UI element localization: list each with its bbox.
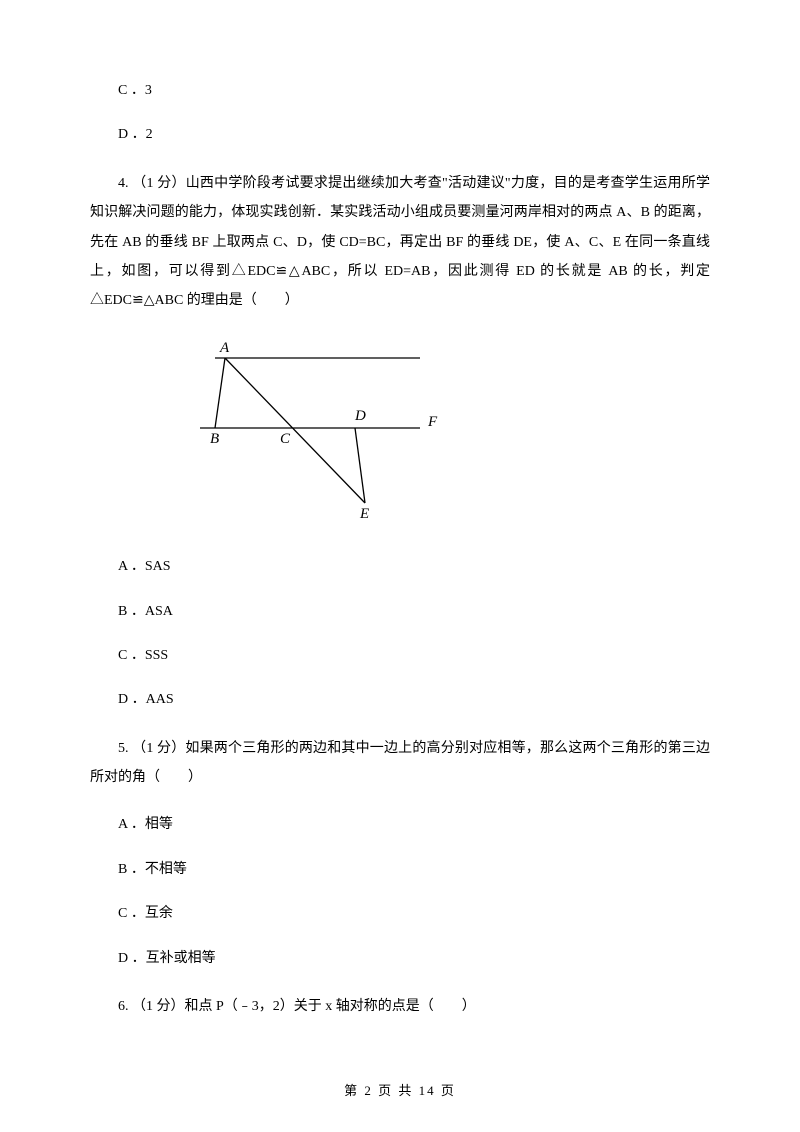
line-ace bbox=[225, 358, 365, 503]
q3-option-d: D ．2 bbox=[90, 124, 710, 146]
q4-option-d: D ．AAS bbox=[90, 689, 710, 711]
q4-stem: 4. （1 分）山西中学阶段考试要求提出继续加大考查"活动建议"力度，目的是考查… bbox=[90, 169, 710, 316]
q5-option-c: C ．互余 bbox=[90, 903, 710, 925]
label-b: B bbox=[210, 431, 219, 447]
q4-option-a: A ．SAS bbox=[90, 556, 710, 578]
q3-option-c: C ．3 bbox=[90, 80, 710, 102]
q5-option-b: B ．不相等 bbox=[90, 859, 710, 881]
label-e: E bbox=[359, 506, 369, 522]
q4-diagram: A B C D E F bbox=[160, 338, 710, 531]
label-f: F bbox=[427, 414, 438, 430]
label-c: C bbox=[280, 431, 291, 447]
page-footer: 第 2 页 共 14 页 bbox=[0, 1081, 800, 1102]
q4-option-b: B ．ASA bbox=[90, 601, 710, 623]
q5-stem: 5. （1 分）如果两个三角形的两边和其中一边上的高分别对应相等，那么这两个三角… bbox=[90, 734, 710, 793]
q4-option-c: C ．SSS bbox=[90, 645, 710, 667]
label-d: D bbox=[354, 408, 366, 424]
line-ab bbox=[215, 358, 225, 428]
q6-stem: 6. （1 分）和点 P（﹣3，2）关于 x 轴对称的点是（ ） bbox=[90, 992, 710, 1021]
q5-option-d: D ．互补或相等 bbox=[90, 948, 710, 970]
q5-option-a: A ．相等 bbox=[90, 814, 710, 836]
line-de bbox=[355, 428, 365, 503]
label-a: A bbox=[219, 340, 230, 356]
geometry-diagram-svg: A B C D E F bbox=[160, 338, 460, 523]
